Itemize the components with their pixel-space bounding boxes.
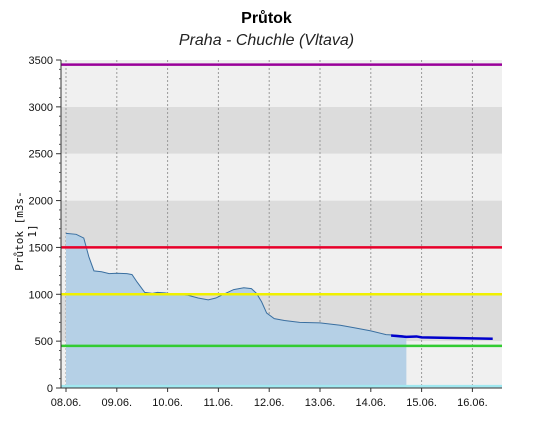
x-tick-label: 08.06. bbox=[51, 397, 82, 409]
y-tick-label: 1500 bbox=[29, 242, 53, 254]
discharge-area bbox=[66, 233, 407, 388]
y-tick-label: 0 bbox=[47, 383, 53, 395]
y-tick-label: 2500 bbox=[29, 149, 53, 161]
x-tick-label: 14.06. bbox=[356, 397, 387, 409]
x-tick-label: 16.06. bbox=[457, 397, 488, 409]
x-tick-label: 12.06. bbox=[254, 397, 285, 409]
plot-band bbox=[61, 153, 502, 201]
y-tick-label: 2000 bbox=[29, 196, 53, 208]
x-tick-label: 09.06. bbox=[102, 397, 133, 409]
y-tick-label: 3000 bbox=[29, 102, 53, 114]
plot-band bbox=[61, 200, 502, 248]
x-tick-label: 11.06. bbox=[204, 397, 234, 409]
plot-band bbox=[61, 60, 502, 107]
y-tick-label: 3500 bbox=[29, 55, 53, 67]
y-tick-label: 1000 bbox=[29, 289, 53, 301]
x-tick-label: 15.06. bbox=[406, 397, 437, 409]
x-tick-label: 13.06. bbox=[305, 397, 336, 409]
discharge-area-line bbox=[65, 232, 407, 337]
x-tick-label: 10.06. bbox=[152, 397, 183, 409]
plot-band bbox=[61, 106, 502, 154]
chart-subtitle: Praha - Chuchle (Vltava) bbox=[178, 32, 355, 49]
y-tick-label: 500 bbox=[35, 336, 53, 348]
forecast-line bbox=[391, 334, 493, 341]
chart-title: Průtok bbox=[241, 10, 292, 27]
